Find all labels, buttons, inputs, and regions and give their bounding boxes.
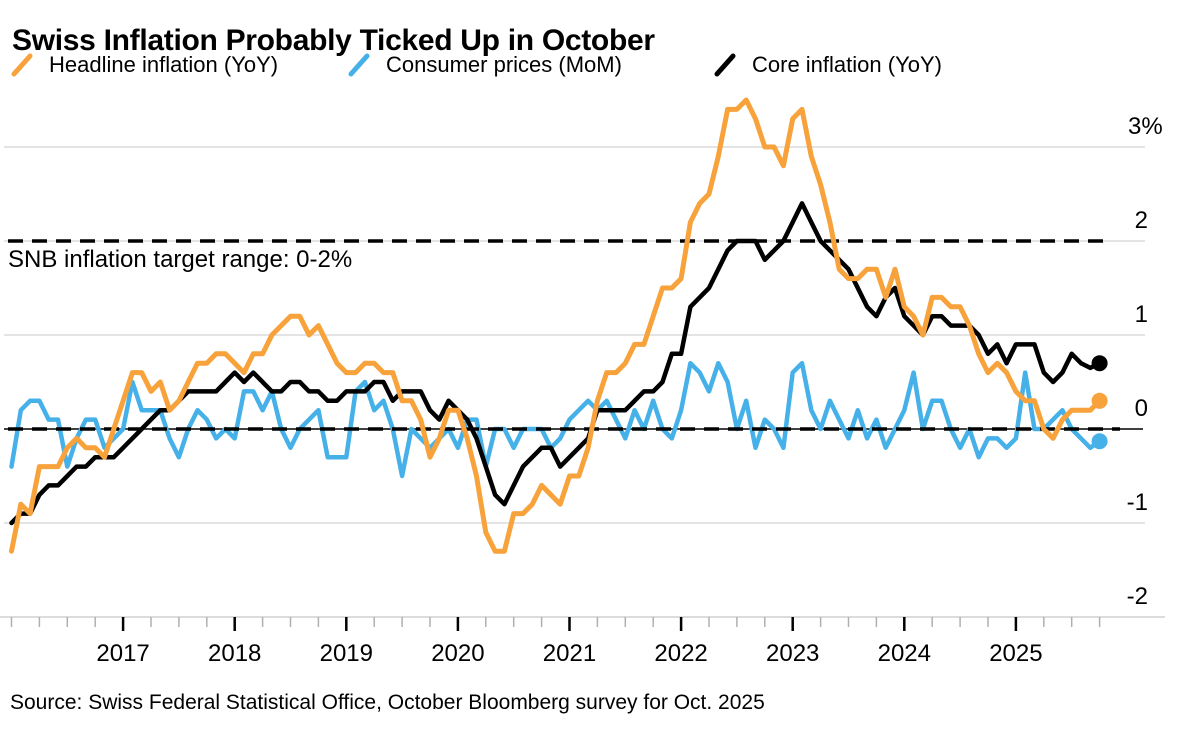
legend-item-headline: Headline inflation (YoY) (10, 52, 278, 78)
x-tick-label: 2025 (989, 640, 1042, 667)
line-swatch-icon (348, 53, 370, 77)
legend-item-consumer-prices: Consumer prices (MoM) (347, 52, 622, 78)
chart-title: Swiss Inflation Probably Ticked Up in Oc… (12, 24, 655, 58)
legend-label-headline: Headline inflation (YoY) (49, 52, 279, 77)
mom-end-dot (1091, 433, 1108, 450)
x-tick-label: 2019 (320, 640, 373, 667)
x-tick-label: 2021 (543, 640, 596, 667)
legend-label-core: Core inflation (YoY) (752, 52, 942, 77)
legend-label-consumer-prices: Consumer prices (MoM) (386, 52, 622, 77)
line-swatch-icon (714, 53, 736, 77)
x-tick-label: 2020 (431, 640, 484, 667)
mom-line (9, 360, 1102, 479)
legend-item-core: Core inflation (YoY) (713, 52, 942, 78)
y-tick-label: 2 (1135, 207, 1148, 234)
x-tick-label: 2024 (878, 640, 931, 667)
headline-line (9, 97, 1103, 554)
y-tick-label: 3% (1128, 113, 1163, 140)
y-tick-label: 1 (1135, 301, 1148, 328)
y-tick-label: 0 (1135, 395, 1148, 422)
x-tick-label: 2018 (208, 640, 261, 667)
y-tick-label: -1 (1127, 489, 1148, 516)
x-tick-label: 2023 (766, 640, 819, 667)
target-range-label: SNB inflation target range: 0-2% (8, 246, 353, 273)
x-tick-label: 2022 (654, 640, 707, 667)
core-end-dot (1091, 355, 1108, 372)
y-tick-label: -2 (1127, 583, 1148, 610)
x-tick-label: 2017 (96, 640, 149, 667)
source-note: Source: Swiss Federal Statistical Office… (10, 691, 765, 714)
line-swatch-icon (11, 53, 33, 77)
chart-legend: Headline inflation (YoY) Consumer prices… (0, 52, 1179, 86)
headline-end-dot (1091, 392, 1108, 409)
